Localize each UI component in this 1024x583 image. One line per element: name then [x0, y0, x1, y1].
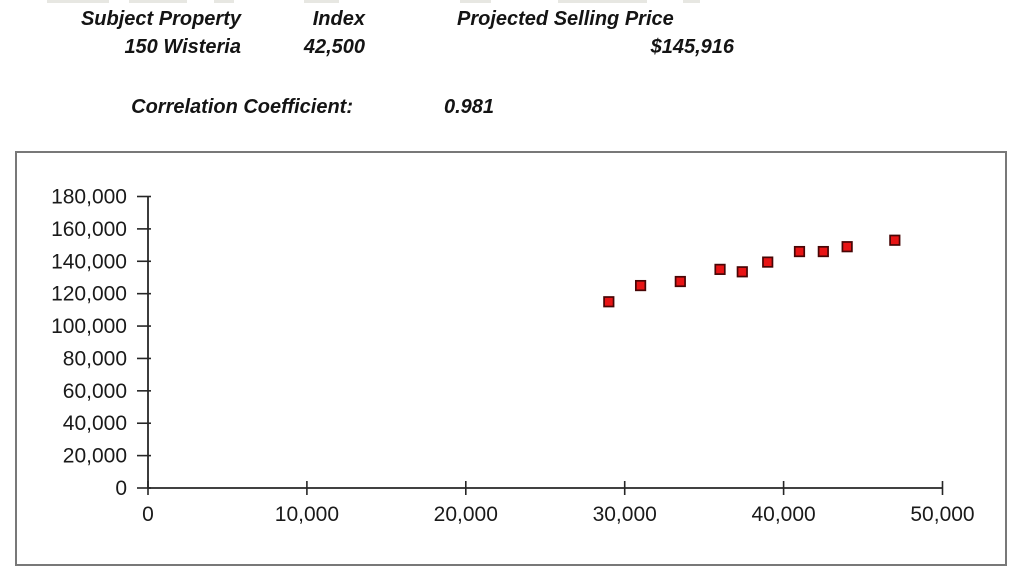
scatter-point	[674, 275, 686, 288]
y-tick-label: 40,000	[63, 412, 127, 435]
scatter-point	[634, 279, 647, 292]
x-tick-label: 0	[142, 503, 154, 526]
y-tick-label: 160,000	[51, 218, 127, 241]
x-tick-label: 30,000	[593, 503, 657, 526]
y-tick-label: 80,000	[63, 347, 127, 370]
y-tick-label: 20,000	[63, 445, 127, 468]
scatter-point	[817, 245, 829, 258]
scatter-chart-panel: 0 20,000 40,000 60,000 80,000 100,000 120,000 1…	[15, 151, 1007, 566]
scatter-point	[889, 234, 901, 246]
y-tick-label: 60,000	[63, 380, 127, 403]
top-edge-artifact	[558, 0, 647, 3]
top-edge-artifact	[214, 0, 234, 3]
y-tick-label: 180,000	[51, 186, 127, 209]
correlation-label: Correlation Coefficient:	[131, 96, 353, 118]
top-edge-artifact	[129, 0, 187, 3]
projected-price-value: $145,916	[650, 36, 734, 58]
top-edge-artifact	[683, 0, 700, 3]
index-label: Index	[312, 8, 365, 30]
y-tick-label: 120,000	[51, 283, 127, 306]
y-tick-label: 140,000	[51, 250, 127, 273]
correlation-value: 0.981	[444, 96, 495, 118]
x-tick-label: 50,000	[910, 503, 974, 526]
scatter-point	[714, 263, 726, 275]
x-tick-label: 10,000	[275, 503, 339, 526]
x-tick-label: 20,000	[434, 503, 498, 526]
top-edge-artifact	[47, 0, 109, 3]
index-value: 42,500	[303, 36, 365, 58]
scatter-point	[736, 266, 748, 278]
top-edge-artifact	[460, 0, 491, 3]
projected-price-label: Projected Selling Price	[457, 8, 674, 30]
scatter-point	[762, 256, 774, 268]
y-tick-label: 0	[115, 477, 127, 500]
top-edge-artifact	[304, 0, 339, 3]
y-tick-label: 100,000	[51, 315, 127, 338]
subject-property-label: Subject Property	[80, 8, 241, 30]
scatter-point	[793, 245, 806, 258]
scatter-point	[841, 241, 853, 253]
subject-property-value: 150 Wisteria	[124, 36, 241, 58]
x-tick-label: 40,000	[751, 503, 815, 526]
scatter-point	[603, 296, 615, 308]
scatter-chart: 0 20,000 40,000 60,000 80,000 100,000 120,000 1…	[51, 186, 975, 527]
